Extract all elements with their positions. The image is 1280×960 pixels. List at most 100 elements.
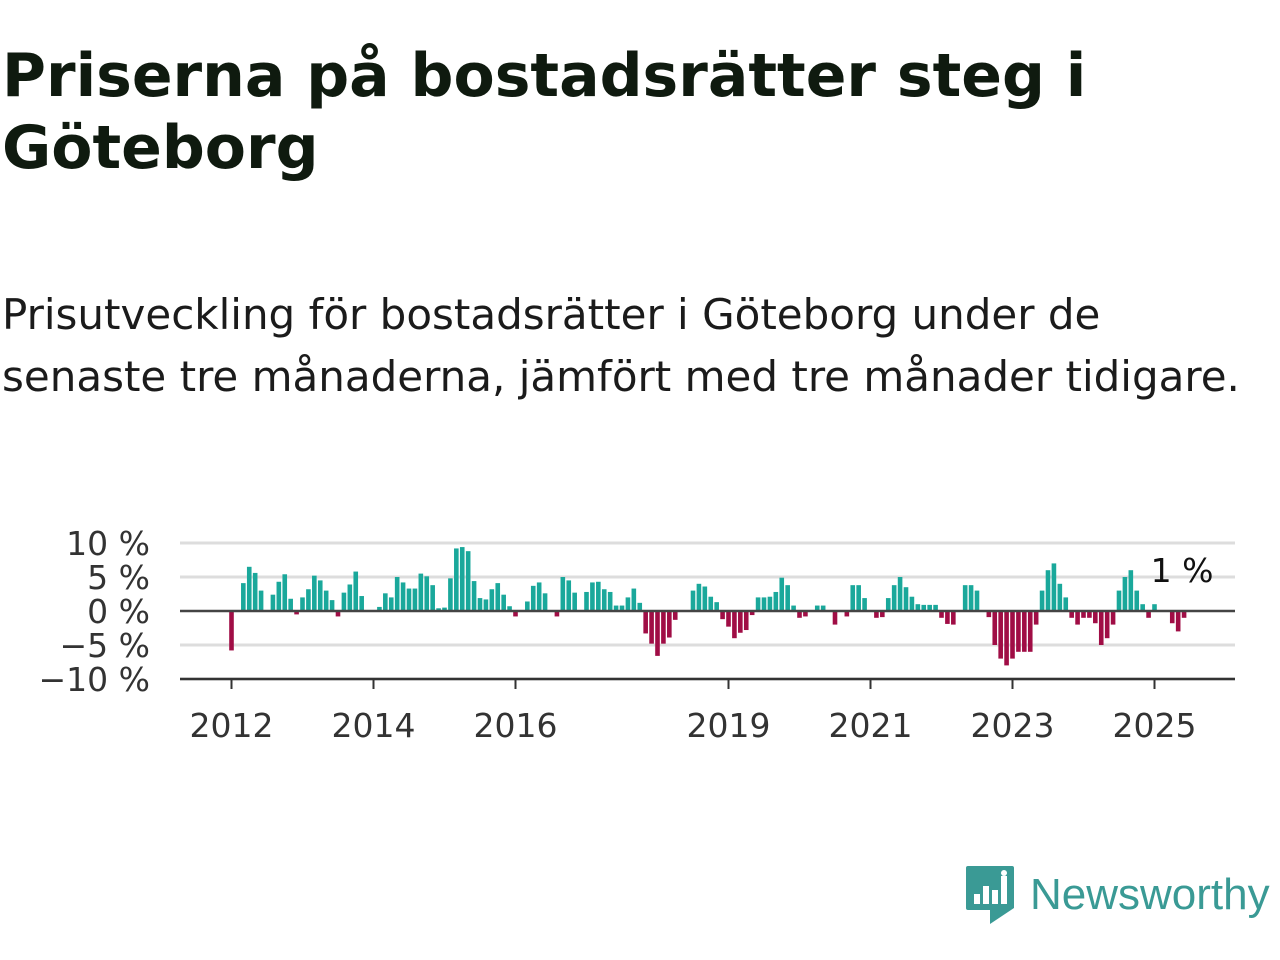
bar — [1087, 611, 1092, 618]
y-tick-labels: 10 %5 %0 %−5 %−10 % — [39, 524, 151, 699]
latest-value-label: 1 % — [1151, 551, 1214, 590]
bar — [471, 581, 477, 611]
bar — [495, 583, 501, 611]
bar — [613, 605, 619, 611]
bar — [1027, 611, 1033, 652]
bar — [353, 571, 359, 611]
bar — [655, 611, 660, 656]
bar — [767, 596, 773, 611]
bar — [276, 581, 282, 611]
bar — [785, 585, 790, 611]
bar — [874, 611, 879, 618]
bar — [554, 611, 560, 617]
bar — [732, 611, 737, 639]
bar — [998, 611, 1003, 659]
bar — [897, 577, 903, 611]
bar — [525, 601, 530, 611]
bar — [1016, 611, 1021, 652]
bar — [619, 605, 625, 611]
bar — [885, 598, 891, 611]
x-tick-label: 2012 — [190, 706, 274, 745]
chart-subtitle: Prisutveckling för bostadsrätter i Göteb… — [2, 290, 1240, 401]
bar — [690, 590, 696, 611]
bar — [1134, 590, 1140, 611]
bar — [1004, 611, 1009, 666]
bar — [329, 600, 335, 611]
bar — [1069, 611, 1074, 618]
bar — [986, 611, 992, 618]
bar — [501, 594, 506, 611]
x-tick-labels: 2012 2014 2016 2019 2021 2023 2025 — [190, 679, 1197, 745]
chart-title: Priserna på bostadsrätter steg i Götebor… — [2, 41, 1087, 183]
bar — [584, 591, 589, 611]
bar — [1104, 611, 1110, 639]
bar — [252, 572, 258, 611]
bar — [696, 583, 702, 611]
bar — [1051, 563, 1057, 611]
bar — [430, 585, 435, 611]
bar — [1039, 590, 1045, 611]
bar — [880, 611, 885, 618]
bar — [560, 577, 566, 611]
bar — [850, 585, 856, 611]
bar — [939, 611, 944, 618]
bar — [1075, 611, 1080, 625]
bar — [294, 611, 299, 615]
bar — [1057, 583, 1063, 611]
bar — [1022, 611, 1027, 652]
bar — [755, 597, 761, 611]
bar — [797, 611, 802, 618]
bar — [927, 604, 932, 611]
bar — [566, 580, 572, 611]
bar — [702, 586, 708, 611]
bars — [229, 547, 1187, 666]
bar — [347, 584, 353, 611]
bar — [738, 611, 743, 633]
bar — [442, 607, 447, 611]
bar — [300, 597, 305, 611]
bar — [607, 591, 613, 611]
bar — [1128, 570, 1134, 611]
bar — [536, 582, 542, 611]
bar — [814, 605, 820, 611]
brand-name: Newsworthy — [1030, 870, 1270, 919]
bar — [803, 611, 808, 617]
bar — [909, 596, 915, 611]
bar — [601, 589, 607, 611]
bar — [773, 591, 779, 611]
bar — [667, 611, 672, 638]
bar — [726, 611, 731, 627]
bar — [903, 587, 909, 611]
bar — [631, 588, 637, 611]
bar — [483, 599, 489, 611]
bar — [749, 611, 755, 616]
bar — [1116, 590, 1122, 611]
bar — [323, 590, 329, 611]
bar — [335, 611, 341, 617]
bar — [1140, 604, 1145, 611]
bar — [448, 578, 453, 611]
brand-logo: Newsworthy — [964, 862, 1270, 928]
bar — [643, 611, 648, 634]
bar — [720, 611, 725, 620]
y-tick-label: −10 % — [39, 660, 151, 699]
bar — [282, 574, 288, 611]
bar — [424, 576, 430, 611]
bar — [714, 602, 719, 611]
bar — [394, 577, 400, 611]
x-tick-label: 2025 — [1113, 706, 1197, 745]
bar — [596, 581, 601, 611]
bar — [465, 551, 471, 611]
bar — [1098, 611, 1104, 645]
bar — [1122, 577, 1128, 611]
bar — [258, 590, 264, 611]
bar — [933, 604, 938, 611]
bar — [489, 589, 495, 611]
bar — [412, 588, 418, 611]
bar — [530, 585, 536, 611]
bar — [513, 611, 518, 617]
newsworthy-bars-icon — [966, 866, 1014, 924]
bar — [832, 611, 838, 625]
x-tick-label: 2021 — [829, 706, 913, 745]
bar — [359, 596, 364, 611]
